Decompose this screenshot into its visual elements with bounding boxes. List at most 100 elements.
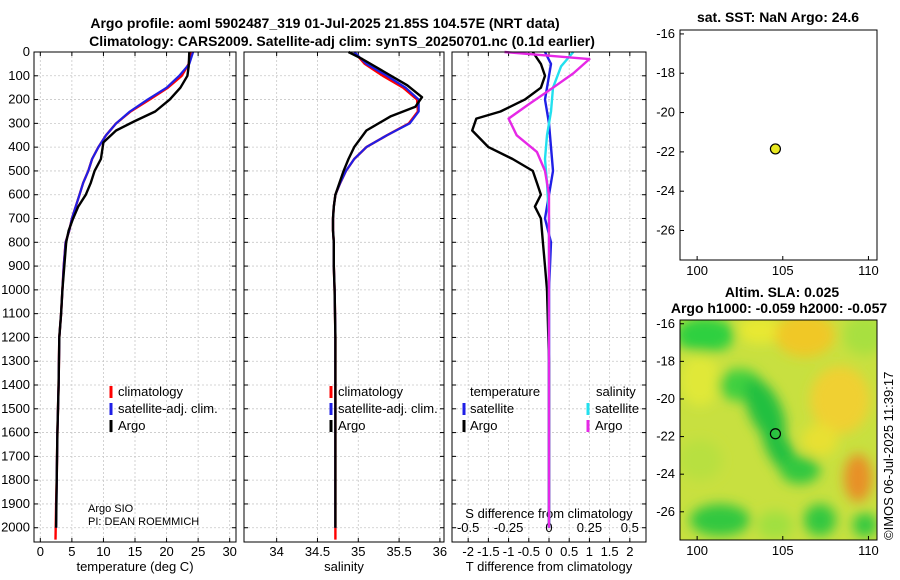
series-satellite-adj-clim- bbox=[55, 51, 195, 528]
series-climatology bbox=[54, 51, 192, 540]
difference-legend: temperature salinity satellite Argo sate… bbox=[462, 384, 639, 433]
map-y-tick-label: -18 bbox=[656, 65, 675, 80]
sst-map: 100 105 110 -16 -18 -20 -22 -24 -26 bbox=[656, 26, 879, 278]
x-tick-label: 0.5 bbox=[560, 544, 578, 559]
x-axis-label: salinity bbox=[324, 559, 364, 574]
map-x-tick-label: 100 bbox=[686, 543, 708, 558]
difference-panel: -2 -1.5 -1 -0.5 0 0.5 1 1.5 2-0.5 -0.25 0 0.25 0.5S … bbox=[451, 50, 647, 574]
map-y-tick-label: -24 bbox=[656, 466, 675, 481]
x-tick-label: 1.5 bbox=[601, 544, 619, 559]
x-tick-label: -0.5 bbox=[518, 544, 540, 559]
legend-t-satellite-label: satellite bbox=[470, 401, 514, 416]
x-tick-label: 2 bbox=[626, 544, 633, 559]
x-tick-label: 35.5 bbox=[386, 544, 411, 559]
y-tick-label: 1900 bbox=[1, 496, 30, 511]
y-tick-label: 1300 bbox=[1, 353, 30, 368]
y-tick-label: 400 bbox=[8, 139, 30, 154]
y-tick-label: 1500 bbox=[1, 401, 30, 416]
x-tick-label: -1 bbox=[503, 544, 515, 559]
legend-climatology-label: climatology bbox=[338, 384, 404, 399]
sla-map: 100 105 110 -16 -18 -20 -22 -24 -26 bbox=[656, 316, 879, 558]
x-axis-label: T difference from climatology bbox=[466, 559, 633, 574]
panel-frame bbox=[451, 51, 647, 543]
legend-s-satellite-label: satellite bbox=[595, 401, 639, 416]
legend-t-argo-label: Argo bbox=[470, 418, 497, 433]
series-argo bbox=[54, 51, 191, 528]
y-tick-label: 600 bbox=[8, 187, 30, 202]
x-tick-label: -1.5 bbox=[477, 544, 499, 559]
temperature-panel: 0100200300400500600700800900100011001200… bbox=[1, 44, 237, 574]
series-t-argo bbox=[471, 51, 551, 528]
credit-line1: Argo SIO bbox=[88, 503, 134, 515]
sla-map-frame bbox=[679, 319, 878, 541]
sst-map-title: sat. SST: NaN Argo: 24.6 bbox=[697, 9, 859, 25]
x-tick-label: 20 bbox=[159, 544, 173, 559]
series-s-argo bbox=[504, 50, 591, 528]
y-tick-label: 1600 bbox=[1, 425, 30, 440]
y-tick-label: 900 bbox=[8, 258, 30, 273]
y-tick-label: 500 bbox=[8, 163, 30, 178]
x-tick-label: 25 bbox=[191, 544, 205, 559]
x-tick-label: 5 bbox=[68, 544, 75, 559]
y-tick-label: 1100 bbox=[2, 306, 30, 321]
y-tick-label: 700 bbox=[8, 211, 30, 226]
argo-position-marker bbox=[769, 143, 782, 155]
figure-title-line1: Argo profile: aoml 5902487_319 01-Jul-20… bbox=[90, 15, 559, 31]
map-x-tick-label: 105 bbox=[772, 263, 794, 278]
credit-line2: PI: DEAN ROEMMICH bbox=[88, 516, 199, 528]
y-tick-label: 1200 bbox=[1, 329, 30, 344]
x-tick-label: 36 bbox=[433, 544, 447, 559]
s-tick-label: -0.5 bbox=[457, 520, 479, 535]
x-tick-label: 0 bbox=[545, 544, 552, 559]
y-tick-label: 1400 bbox=[1, 377, 30, 392]
sla-map-subtitle: Argo h1000: -0.059 h2000: -0.057 bbox=[671, 300, 888, 316]
imos-watermark: ©IMOS 06-Jul-2025 11:39:17 bbox=[881, 372, 896, 540]
map-y-tick-label: -16 bbox=[656, 26, 675, 41]
s-tick-label: 0.5 bbox=[621, 520, 639, 535]
series-argo bbox=[331, 50, 424, 528]
x-tick-label: 34.5 bbox=[305, 544, 330, 559]
map-y-tick-label: -26 bbox=[656, 223, 675, 238]
legend-s-argo-label: Argo bbox=[595, 418, 622, 433]
map-y-tick-label: -22 bbox=[656, 429, 675, 444]
legend-argo-label: Argo bbox=[118, 418, 145, 433]
x-tick-label: 35 bbox=[351, 544, 365, 559]
x-tick-label: 10 bbox=[96, 544, 110, 559]
x-axis-label: temperature (deg C) bbox=[76, 559, 193, 574]
s-tick-label: 0.25 bbox=[577, 520, 602, 535]
legend-climatology-label: climatology bbox=[118, 384, 184, 399]
salinity-legend: climatology satellite-adj. clim. Argo bbox=[329, 384, 438, 433]
x-tick-label: 34 bbox=[269, 544, 283, 559]
map-y-tick-label: -18 bbox=[656, 353, 675, 368]
temperature-legend: climatology satellite-adj. clim. Argo bbox=[109, 384, 218, 433]
map-y-tick-label: -26 bbox=[656, 504, 675, 519]
legend-satellite-label: satellite-adj. clim. bbox=[338, 401, 438, 416]
map-y-tick-label: -20 bbox=[656, 105, 675, 120]
map-x-tick-label: 105 bbox=[772, 543, 794, 558]
y-tick-label: 800 bbox=[8, 234, 30, 249]
panel-frame bbox=[243, 51, 445, 543]
map-y-tick-label: -16 bbox=[656, 316, 675, 331]
x-tick-label: 30 bbox=[222, 544, 236, 559]
map-y-tick-label: -20 bbox=[656, 391, 675, 406]
y-tick-label: 1000 bbox=[1, 282, 30, 297]
legend-argo-label: Argo bbox=[338, 418, 365, 433]
sla-map-title: Altim. SLA: 0.025 bbox=[725, 284, 840, 300]
x-tick-label: -2 bbox=[462, 544, 474, 559]
legend-temperature-title: temperature bbox=[470, 384, 540, 399]
sla-heatmap bbox=[680, 320, 877, 540]
legend-salinity-title: salinity bbox=[596, 384, 636, 399]
y-tick-label: 1700 bbox=[1, 448, 30, 463]
map-x-tick-label: 110 bbox=[858, 543, 879, 558]
salinity-panel: 34 34.5 35 35.5 36 salinity bbox=[243, 50, 447, 574]
legend-satellite-label: satellite-adj. clim. bbox=[118, 401, 218, 416]
x-tick-label: 15 bbox=[128, 544, 142, 559]
panel-frame bbox=[33, 51, 237, 543]
y-tick-label: 300 bbox=[8, 115, 30, 130]
x-tick-label: 1 bbox=[586, 544, 593, 559]
map-x-tick-label: 110 bbox=[858, 263, 879, 278]
map-y-tick-label: -24 bbox=[656, 183, 675, 198]
y-tick-label: 2000 bbox=[1, 520, 30, 535]
y-tick-label: 200 bbox=[8, 92, 30, 107]
